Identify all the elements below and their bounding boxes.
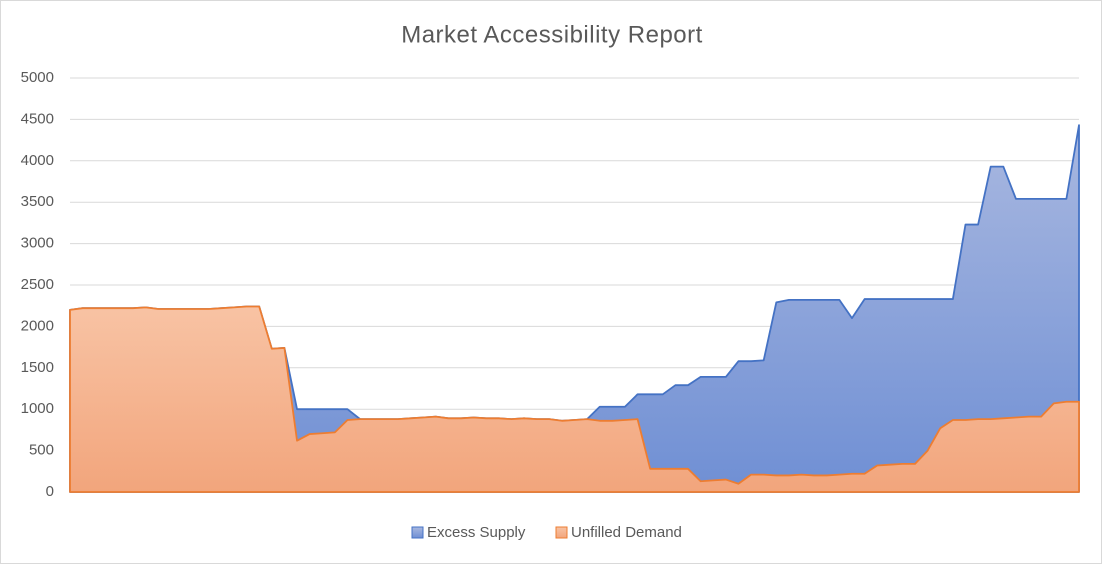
legend-label: Unfilled Demand	[571, 524, 682, 541]
y-tick-label: 2500	[21, 276, 54, 293]
y-tick-label: 500	[29, 442, 54, 459]
y-tick-label: 1000	[21, 400, 54, 417]
area-line	[69, 305, 1080, 493]
y-tick-label: 2000	[21, 317, 54, 334]
area-fill	[70, 125, 1079, 493]
legend-label: Excess Supply	[427, 524, 526, 541]
y-tick-label: 3000	[21, 235, 54, 252]
chart-title: Market Accessibility Report	[401, 21, 703, 48]
y-tick-label: 1500	[21, 359, 54, 376]
y-tick-label: 0	[46, 483, 54, 500]
y-tick-label: 4500	[21, 110, 54, 127]
legend-swatch	[411, 526, 424, 539]
y-tick-label: 4000	[21, 152, 54, 169]
y-tick-label: 5000	[21, 69, 54, 86]
area-fill	[70, 306, 1079, 492]
legend-swatch	[555, 526, 568, 539]
y-tick-label: 3500	[21, 193, 54, 210]
